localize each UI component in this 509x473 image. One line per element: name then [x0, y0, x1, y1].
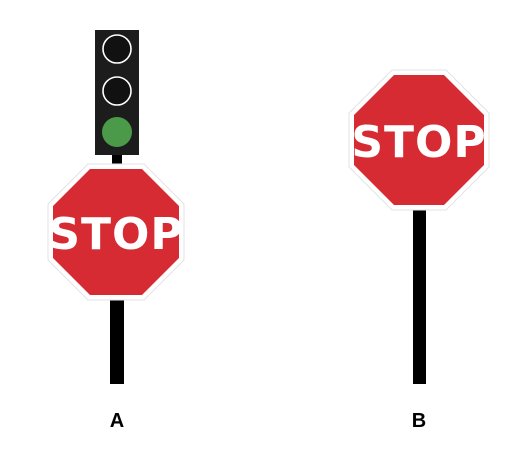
caption-b: B: [411, 410, 427, 432]
sign-b-pole: [413, 205, 426, 384]
traffic-light-lamp-green: [102, 117, 132, 147]
stop-sign-b-face: [354, 75, 484, 205]
sign-a-group: STOP: [47, 30, 185, 384]
sign-a-connector: [112, 154, 122, 170]
stop-sign-a-face: [53, 169, 179, 295]
traffic-light-lamp-top: [102, 34, 132, 64]
sign-b-group: STOP: [348, 69, 490, 384]
caption-a: A: [109, 410, 125, 432]
stop-sign-a-text: STOP: [48, 209, 183, 260]
sign-a-pole: [110, 298, 124, 384]
stop-sign-b-text: STOP: [351, 117, 486, 168]
traffic-light-lamp-middle: [102, 76, 132, 106]
